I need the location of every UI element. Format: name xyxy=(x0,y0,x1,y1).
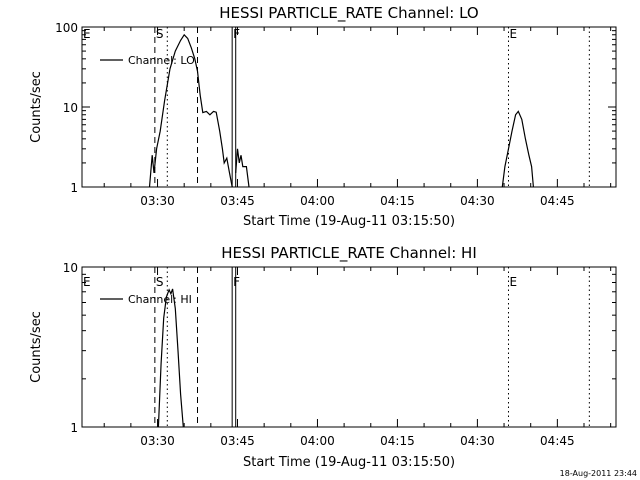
x-tick-label: 04:30 xyxy=(460,194,495,208)
y-tick-label: 10 xyxy=(63,261,78,275)
y-tick-label: 1 xyxy=(70,181,78,195)
series-line xyxy=(157,288,184,428)
x-tick-label: 03:30 xyxy=(140,194,175,208)
event-marker-label: E xyxy=(83,275,91,289)
chart-panel-1: HESSI PARTICLE_RATE Channel: LO 03:30 03:4… xyxy=(29,4,617,229)
event-marker-label: E xyxy=(83,27,91,41)
event-marker-label: S xyxy=(156,275,164,289)
y-tick-label: 10 xyxy=(63,101,78,115)
x-axis-label: Start Time (19-Aug-11 03:15:50) xyxy=(243,214,455,229)
x-tick-label: 04:30 xyxy=(460,434,495,448)
event-marker-label: F xyxy=(233,27,240,41)
series-line xyxy=(501,110,534,188)
x-tick-label: 04:15 xyxy=(380,434,415,448)
y-axis-label: Counts/sec xyxy=(29,311,44,383)
event-marker-label: E xyxy=(509,27,517,41)
chart-title: HESSI PARTICLE_RATE Channel: LO xyxy=(219,4,478,23)
x-tick-label: 04:00 xyxy=(300,434,335,448)
x-axis-label: Start Time (19-Aug-11 03:15:50) xyxy=(243,455,455,470)
event-marker-label: S xyxy=(156,27,164,41)
y-axis-label: Counts/sec xyxy=(29,71,44,143)
x-tick-label: 03:45 xyxy=(220,434,255,448)
plot-frame xyxy=(81,26,617,188)
x-tick-label: 03:30 xyxy=(140,434,175,448)
y-tick-label: 100 xyxy=(55,21,78,35)
y-tick-label: 1 xyxy=(70,421,78,435)
x-tick-label: 04:15 xyxy=(380,194,415,208)
event-marker-label: E xyxy=(509,275,517,289)
x-tick-label: 03:45 xyxy=(220,194,255,208)
timestamp-stamp: 18-Aug-2011 23:44 xyxy=(560,469,637,478)
event-marker-label: F xyxy=(233,275,240,289)
chart-title: HESSI PARTICLE_RATE Channel: HI xyxy=(221,244,477,263)
x-tick-label: 04:00 xyxy=(300,194,335,208)
x-tick-label: 04:45 xyxy=(540,434,575,448)
legend-label: Channel: LO xyxy=(128,54,195,67)
x-tick-label: 04:45 xyxy=(540,194,575,208)
series-line xyxy=(148,33,233,188)
plot-frame xyxy=(81,266,617,428)
legend-label: Channel: HI xyxy=(128,293,192,306)
chart-panel-2: HESSI PARTICLE_RATE Channel: HI 03:30 03:4… xyxy=(29,244,617,470)
series-line xyxy=(235,148,250,188)
